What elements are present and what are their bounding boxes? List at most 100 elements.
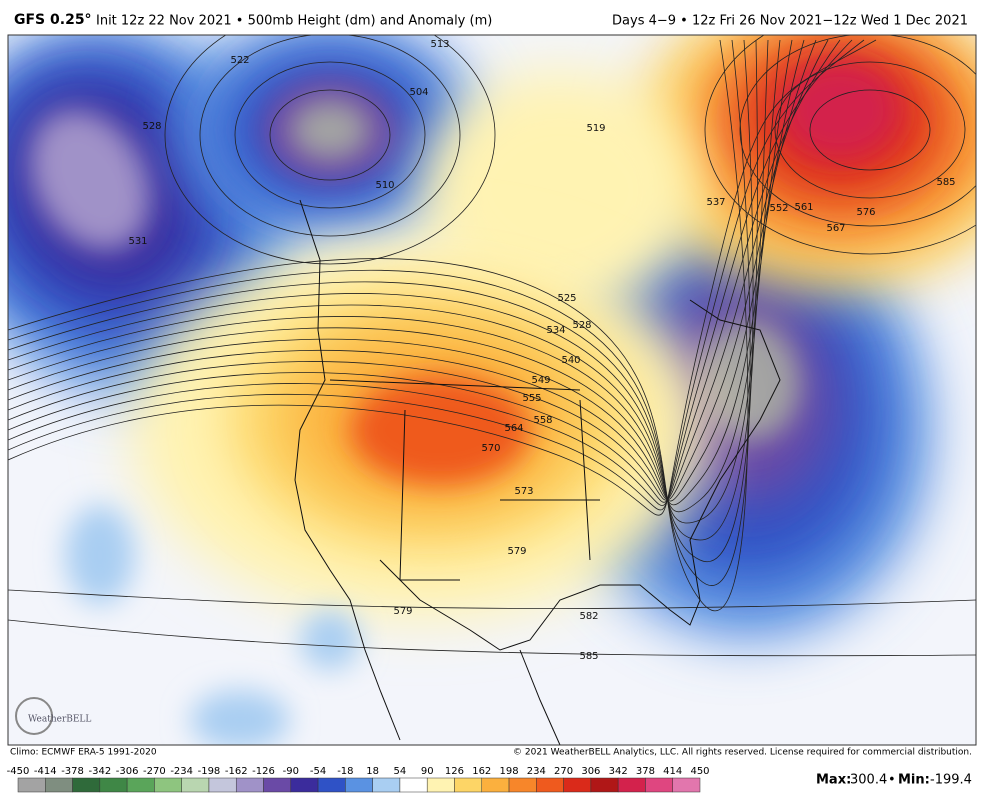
colorbar-tick-label: 18 (366, 766, 379, 777)
anomaly-blob (780, 60, 900, 160)
contour (809, 89, 931, 171)
contour-label: 558 (533, 415, 552, 426)
colorbar-swatch (17, 777, 46, 793)
border (329, 379, 600, 581)
colorbar-swatch (645, 777, 673, 793)
colorbar-tick-label: 270 (554, 766, 573, 777)
anomaly-field (8, 35, 976, 745)
colorbar-tick-label: 198 (499, 766, 518, 777)
colorbar-swatch (563, 777, 592, 793)
coast (379, 299, 781, 651)
colorbar-swatch (345, 777, 373, 793)
colorbar-tick-label: -270 (143, 766, 166, 777)
climo-note: Climo: ECMWF ERA-5 1991-2020 (10, 748, 157, 758)
contour-label: 567 (826, 223, 845, 234)
min-label: Min: (898, 773, 930, 788)
colorbar-tick-label: -450 (7, 766, 30, 777)
max-label: Max: (816, 773, 851, 788)
logo-text: WeatherBELL (28, 715, 91, 725)
colorbar-swatch (208, 777, 237, 793)
colorbar-swatch (372, 777, 401, 793)
colorbar-tick-label: -198 (198, 766, 221, 777)
anomaly-blob (300, 610, 360, 670)
anomaly-blob (350, 375, 530, 485)
logo-swirl (15, 697, 53, 735)
contour (8, 619, 976, 657)
contour-label: 525 (557, 293, 576, 304)
contour-label: 576 (856, 207, 875, 218)
subtitle: Init 12z 22 Nov 2021 • 500mb Height (dm)… (96, 14, 492, 29)
contour (8, 39, 853, 507)
colorbar-swatch (317, 777, 346, 793)
colorbar-tick-label: -162 (225, 766, 248, 777)
contour (269, 89, 391, 181)
contour-label: 534 (546, 325, 565, 336)
colorbar-tick-label: 162 (472, 766, 491, 777)
contour-labels: 513 504 510 522 528 531 519 537 552 561 567 576 585 5… (128, 39, 955, 662)
colorbar-tick-label: 306 (581, 766, 600, 777)
colorbar-swatch (672, 777, 701, 793)
colorbar-tick-label: 342 (609, 766, 628, 777)
colorbar-swatch (399, 777, 428, 793)
map-frame (7, 34, 977, 746)
colorbar-tick-label: -126 (252, 766, 275, 777)
max-value: 300.4 (850, 773, 887, 788)
colorbar-swatch (99, 777, 128, 793)
contour-label: 519 (586, 123, 605, 134)
contour (8, 589, 976, 609)
contour (8, 39, 805, 502)
contour-label: 510 (375, 180, 394, 191)
colorbar-tick-label: -378 (61, 766, 84, 777)
contour (8, 39, 877, 516)
contour-label: 585 (579, 651, 598, 662)
contour-label: 552 (769, 203, 788, 214)
contour (164, 35, 496, 265)
colorbar-swatch (536, 777, 564, 793)
colorbar-swatch (263, 777, 292, 793)
colorbar-swatch (126, 777, 155, 793)
colorbar-swatch (45, 777, 73, 793)
coast (294, 199, 401, 741)
colorbar-swatch (72, 777, 101, 793)
colorbar-tick-label: 234 (527, 766, 546, 777)
colorbar-tick-label: -414 (34, 766, 57, 777)
contour (8, 39, 781, 513)
coastlines (294, 199, 781, 745)
colorbar-tick-label: 378 (636, 766, 655, 777)
anomaly-blob (190, 690, 290, 745)
colorbar: -450 -414 -378 -342 -306 -270 -234 -198 -162 -126… (7, 766, 710, 793)
colorbar-swatch (508, 777, 537, 793)
contour-label: 579 (393, 606, 412, 617)
contour-label: 504 (409, 87, 428, 98)
contour (8, 39, 829, 501)
colorbar-swatch (181, 777, 210, 793)
contour (8, 39, 793, 506)
contour-label: 570 (481, 443, 500, 454)
colorbar-swatch (235, 777, 264, 793)
contour-label: 513 (430, 39, 449, 50)
contour (8, 39, 749, 611)
anomaly-blob (65, 505, 135, 605)
map: 513 504 510 522 528 531 519 537 552 561 567 576 585 5… (8, 35, 976, 745)
contour (8, 39, 865, 511)
colorbar-swatch (617, 777, 646, 793)
colorbar-tick-label: -54 (310, 766, 326, 777)
colorbar-swatch (590, 777, 619, 793)
contour-label: 528 (572, 320, 591, 331)
coast (519, 649, 561, 745)
colorbar-tick-label: 414 (663, 766, 682, 777)
colorbar-tick-label: -306 (116, 766, 139, 777)
contour-label: 555 (522, 393, 541, 404)
contour-label: 561 (794, 202, 813, 213)
anomaly-blob (290, 100, 370, 160)
separator: • (888, 773, 896, 788)
model-name: GFS 0.25° (14, 12, 92, 28)
contour-label: 585 (936, 177, 955, 188)
colorbar-tick-label: 126 (445, 766, 464, 777)
contour-label: 573 (514, 486, 533, 497)
colorbar-swatch (481, 777, 510, 793)
height-contours (8, 35, 976, 657)
contour-label: 522 (230, 55, 249, 66)
contour-label: 579 (507, 546, 526, 557)
